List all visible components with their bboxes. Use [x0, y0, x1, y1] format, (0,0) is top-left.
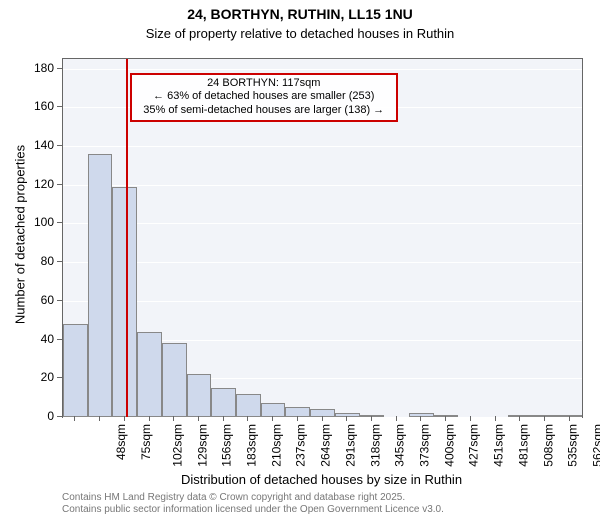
y-tick-label: 180	[0, 61, 54, 75]
annotation-line-2: ← 63% of detached houses are smaller (25…	[136, 90, 392, 104]
x-tick-label: 535sqm	[566, 424, 580, 467]
x-tick-label: 345sqm	[393, 424, 407, 467]
histogram-bar	[112, 187, 137, 417]
plot-area: 24 BORTHYN: 117sqm← 63% of detached hous…	[62, 58, 583, 418]
x-tick-label: 237sqm	[294, 424, 308, 467]
x-tick-label: 508sqm	[541, 424, 555, 467]
x-tick-label: 481sqm	[516, 424, 530, 467]
x-tick-label: 102sqm	[170, 424, 184, 467]
chart-container: 24, BORTHYN, RUTHIN, LL15 1NU Size of pr…	[0, 0, 600, 500]
histogram-bar	[162, 343, 187, 417]
attribution-text: Contains HM Land Registry data © Crown c…	[62, 492, 444, 516]
histogram-bar	[236, 394, 261, 417]
attribution-line-2: Contains public sector information licen…	[62, 504, 444, 516]
x-tick-label: 75sqm	[139, 424, 153, 460]
x-tick-label: 156sqm	[220, 424, 234, 467]
x-tick-label: 183sqm	[245, 424, 259, 467]
x-tick-label: 451sqm	[492, 424, 506, 467]
x-tick-label: 291sqm	[343, 424, 357, 467]
x-tick-label: 427sqm	[467, 424, 481, 467]
y-tick-label: 20	[0, 370, 54, 384]
x-tick-label: 400sqm	[442, 424, 456, 467]
chart-subtitle: Size of property relative to detached ho…	[0, 26, 600, 41]
annotation-line-3: 35% of semi-detached houses are larger (…	[136, 104, 392, 118]
x-tick-label: 318sqm	[368, 424, 382, 467]
histogram-bar	[261, 403, 286, 417]
histogram-bar	[63, 324, 88, 417]
x-tick-label: 562sqm	[591, 424, 600, 467]
x-tick-label: 48sqm	[114, 424, 128, 460]
x-tick-label: 210sqm	[269, 424, 283, 467]
property-marker-line	[126, 59, 128, 417]
annotation-line-1: 24 BORTHYN: 117sqm	[136, 77, 392, 91]
histogram-bar	[211, 388, 236, 417]
y-axis-label: Number of detached properties	[13, 135, 28, 335]
y-tick-label: 160	[0, 99, 54, 113]
y-tick-label: 0	[0, 409, 54, 423]
histogram-bar	[137, 332, 162, 417]
annotation-box: 24 BORTHYN: 117sqm← 63% of detached hous…	[130, 73, 398, 122]
x-tick-label: 373sqm	[418, 424, 432, 467]
histogram-bar	[187, 374, 212, 417]
histogram-bar	[409, 413, 434, 417]
x-tick-label: 129sqm	[195, 424, 209, 467]
chart-title: 24, BORTHYN, RUTHIN, LL15 1NU	[0, 6, 600, 22]
x-axis-label: Distribution of detached houses by size …	[62, 472, 581, 487]
x-tick-label: 264sqm	[319, 424, 333, 467]
attribution-line-1: Contains HM Land Registry data © Crown c…	[62, 492, 444, 504]
histogram-bar	[88, 154, 113, 417]
